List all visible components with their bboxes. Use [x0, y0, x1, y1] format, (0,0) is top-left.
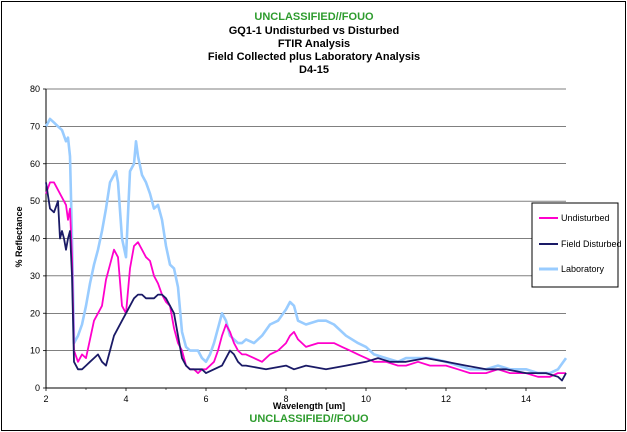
x-tick-label-6: 6: [203, 394, 208, 404]
y-tick-label-60: 60: [30, 159, 40, 169]
x-tick-labels: 2 4 6 8 10 12 14: [43, 394, 531, 404]
x-tick-label-14: 14: [521, 394, 531, 404]
legend-label-laboratory: Laboratory: [561, 264, 605, 274]
y-tick-labels: 0 10 20 30 40 50 60 70 80: [30, 84, 40, 393]
legend-label-undisturbed: Undisturbed: [561, 213, 610, 223]
y-tick-label-40: 40: [30, 234, 40, 244]
x-tick-label-10: 10: [361, 394, 371, 404]
y-tick-label-10: 10: [30, 346, 40, 356]
chart-title-line-2: FTIR Analysis: [278, 38, 350, 50]
y-tick-label-30: 30: [30, 271, 40, 281]
x-axis-title: Wavelength [um]: [273, 401, 345, 411]
series-line-laboratory: [44, 117, 568, 375]
gridlines: [43, 88, 566, 391]
x-tick-label-8: 8: [283, 394, 288, 404]
y-tick-label-70: 70: [30, 121, 40, 131]
legend: Undisturbed Field Disturbed Laboratory: [531, 202, 622, 288]
series-line-field-disturbed: [45, 182, 567, 382]
y-tick-label-80: 80: [30, 84, 40, 94]
y-tick-label-20: 20: [30, 308, 40, 318]
legend-label-field-disturbed: Field Disturbed: [561, 239, 622, 249]
x-tick-label-4: 4: [123, 394, 128, 404]
axes: [45, 89, 566, 389]
chart-title-line-4: D4-15: [299, 64, 329, 76]
chart-title-line-1: GQ1-1 Undisturbed vs Disturbed: [229, 25, 400, 37]
classification-top: UNCLASSIFIED//FOUO: [254, 11, 374, 23]
y-tick-label-0: 0: [35, 383, 40, 393]
y-tick-label-50: 50: [30, 196, 40, 206]
x-tick-label-2: 2: [43, 394, 48, 404]
classification-bottom: UNCLASSIFIED//FOUO: [249, 413, 369, 425]
series-line-undisturbed: [45, 181, 566, 378]
chart-title-line-3: Field Collected plus Laboratory Analysis: [208, 51, 420, 63]
x-tick-label-12: 12: [441, 394, 451, 404]
y-axis-title: % Reflectance: [14, 206, 24, 267]
series-lines: [44, 117, 568, 382]
